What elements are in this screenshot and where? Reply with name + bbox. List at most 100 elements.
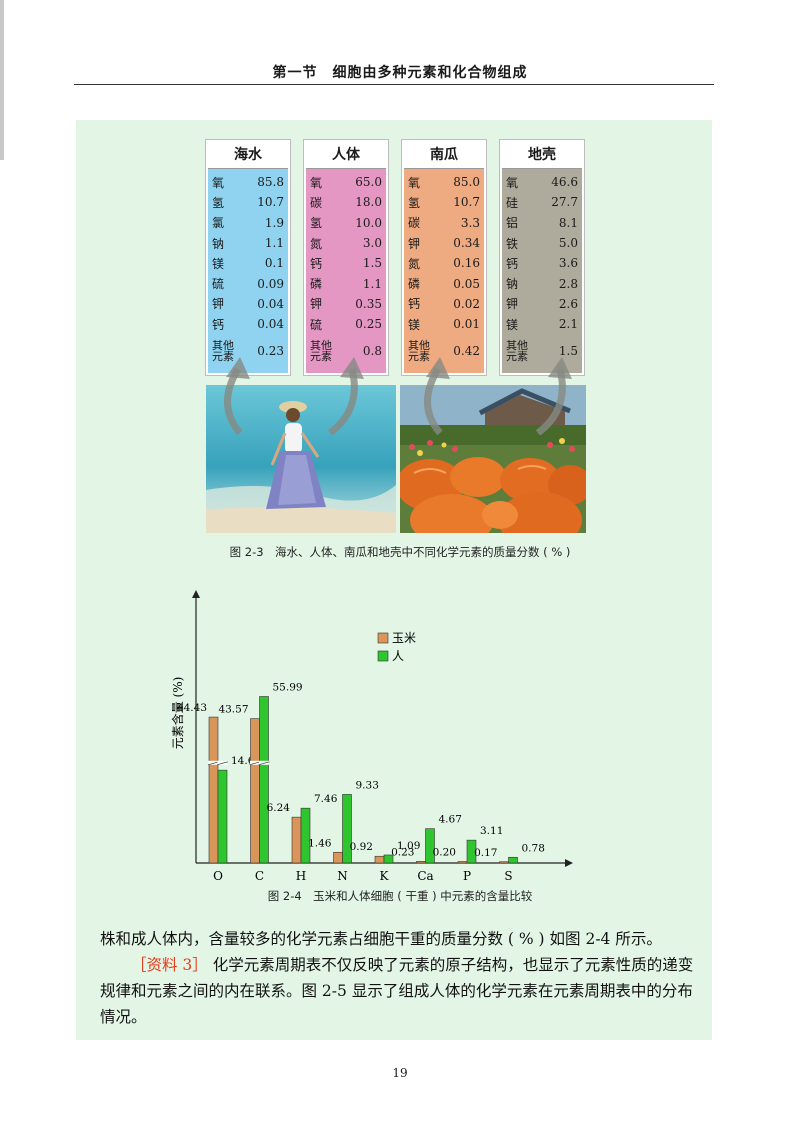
element-name: 钙 (408, 297, 421, 312)
axis-break-mark (259, 760, 269, 765)
axis-break-mark (250, 760, 260, 765)
table-row: 钾 0.04 (212, 294, 284, 314)
table-row: 钾 0.34 (408, 233, 480, 253)
table-row: 氢 10.0 (310, 213, 382, 233)
table-row: 硫 0.09 (212, 273, 284, 293)
bar-human-O (217, 769, 228, 864)
table-row: 钾 0.35 (310, 294, 382, 314)
table-rows: 氧 85.0 氢 10.7 碳 3.3 钾 0.34 氮 0.16 磷 0.05 钙 0.02 镁 0.01 其… (408, 172, 480, 368)
element-value: 0.1 (264, 256, 284, 271)
axis-break-line (216, 761, 229, 766)
table-row: 氮 3.0 (310, 233, 382, 253)
element-value: 3.0 (362, 236, 382, 251)
element-name: 氧 (408, 175, 421, 190)
x-tick-label: K (380, 869, 390, 883)
arrow-seawater (224, 357, 250, 435)
element-name: 氧 (212, 175, 225, 190)
element-value: 0.04 (257, 296, 284, 311)
x-tick-label: P (463, 869, 471, 883)
data-label: 9.33 (356, 779, 379, 791)
x-tick-label: S (504, 869, 512, 883)
table-row: 钙 1.5 (310, 253, 382, 273)
element-value: 2.8 (558, 276, 578, 291)
x-tick-label: N (337, 869, 348, 883)
table-row: 钠 1.1 (212, 233, 284, 253)
reference-tag: ［资料 3］ (131, 956, 208, 974)
legend-swatch (377, 632, 389, 644)
bar-corn-N (333, 851, 343, 864)
figure-2-3-caption: 图 2-3 海水、人体、南瓜和地壳中不同化学元素的质量分数 ( % ) (229, 545, 571, 559)
table-human: 人体 氧 65.0 碳 18.0 氢 10.0 氮 3.0 钙 1.5 磷 1.1 钾 0.35 硫 0.25… (304, 140, 388, 375)
element-value: 85.8 (257, 175, 284, 190)
bar-corn-H (291, 816, 302, 864)
element-name: 氢 (212, 195, 225, 210)
element-name: 氢 (310, 216, 323, 231)
data-label: 0.78 (522, 842, 545, 854)
table-pumpkin: 南瓜 氧 85.0 氢 10.7 碳 3.3 钾 0.34 氮 0.16 磷 0.05 钙 0.02 镁 0.… (402, 140, 486, 375)
table-rows: 氧 85.8 氢 10.7 氯 1.9 钠 1.1 镁 0.1 硫 0.09 钾 0.04 钙 0.04 其他元… (212, 172, 284, 368)
element-name: 钙 (212, 317, 225, 332)
data-label: 0.23 (391, 846, 414, 858)
element-name: 钠 (506, 277, 519, 292)
table-row: 镁 2.1 (506, 314, 578, 334)
table-title: 海水 (208, 142, 288, 169)
axis-break-mark (217, 760, 228, 765)
element-value: 0.09 (257, 276, 284, 291)
element-name: 硫 (310, 317, 323, 332)
bar-human-C (259, 696, 269, 864)
table-row: 钙 0.02 (408, 294, 480, 314)
data-label: 0.17 (474, 847, 497, 859)
table-row: 氢 10.7 (408, 192, 480, 212)
table-row: 其他元素 0.42 (408, 334, 480, 368)
data-label: 0.92 (350, 841, 373, 853)
data-label: 7.46 (314, 793, 338, 805)
element-name: 铝 (506, 216, 519, 231)
element-value: 0.04 (257, 317, 284, 332)
element-value: 10.0 (355, 215, 382, 230)
element-name: 钾 (506, 297, 519, 312)
table-title: 地壳 (502, 142, 582, 169)
data-label: 0.20 (433, 847, 456, 859)
element-name: 钙 (506, 256, 519, 271)
axis-break-line (249, 761, 261, 766)
element-name: 氮 (408, 256, 421, 271)
table-title: 南瓜 (404, 142, 484, 169)
table-row: 钾 2.6 (506, 294, 578, 314)
y-axis-arrow (192, 590, 200, 598)
element-value: 2.1 (558, 317, 578, 332)
element-name: 氢 (408, 195, 421, 210)
pumpkin-photo (400, 385, 586, 533)
element-name: 铁 (506, 236, 519, 251)
data-label: 4.67 (439, 814, 462, 826)
element-value: 5.0 (558, 236, 578, 251)
beach-photo (206, 385, 396, 533)
page-edge-tab (0, 0, 4, 160)
data-label: 6.24 (267, 802, 291, 814)
element-name: 碳 (310, 195, 323, 210)
page-number: 19 (392, 1066, 408, 1080)
legend-label: 人 (392, 649, 404, 663)
element-value: 1.9 (264, 215, 284, 230)
table-row: 氧 46.6 (506, 172, 578, 192)
bar-human-P (466, 839, 477, 864)
element-name: 碳 (408, 216, 421, 231)
table-row: 碳 18.0 (310, 192, 382, 212)
body-paragraph-1: 株和成人体内，含量较多的化学元素占细胞干重的质量分数 ( % ) 如图 2-4 … (100, 930, 662, 948)
element-value: 65.0 (355, 175, 382, 190)
element-name: 镁 (408, 317, 421, 332)
element-name: 镁 (212, 256, 225, 271)
bar-corn-C (250, 718, 260, 864)
element-value: 0.8 (362, 344, 382, 359)
axis-break-mark (208, 760, 219, 765)
data-label: 55.99 (273, 681, 303, 693)
element-value: 10.7 (453, 195, 480, 210)
green-content-panel (76, 120, 712, 1040)
element-name: 硫 (212, 277, 225, 292)
table-seawater: 海水 氧 85.8 氢 10.7 氯 1.9 钠 1.1 镁 0.1 硫 0.09 钾 0.04 钙 0.04… (206, 140, 290, 375)
arrow-crust (535, 357, 572, 435)
element-value: 85.0 (453, 175, 480, 190)
element-value: 27.7 (551, 195, 578, 210)
table-row: 镁 0.1 (212, 253, 284, 273)
element-value: 0.16 (453, 256, 480, 271)
element-name: 氧 (506, 175, 519, 190)
